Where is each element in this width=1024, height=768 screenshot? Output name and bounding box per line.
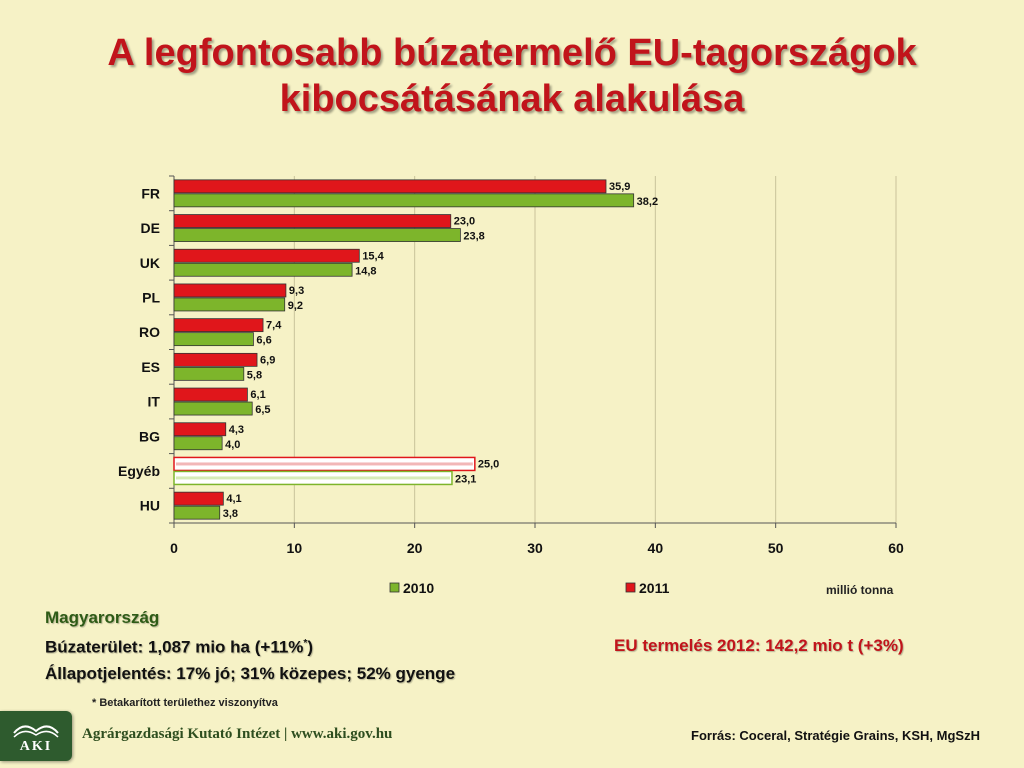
data-label-2010: 6,5 bbox=[255, 404, 270, 416]
category-label: PL bbox=[142, 289, 160, 305]
org-name: Agrárgazdasági Kutató Intézet | www.aki.… bbox=[82, 726, 393, 742]
data-label-2011: 4,3 bbox=[229, 424, 244, 436]
x-tick-label: 10 bbox=[287, 540, 303, 556]
bar-2011 bbox=[173, 387, 248, 402]
data-label-2011: 15,4 bbox=[362, 250, 384, 262]
footnote: * Betakarított területhez viszonyítva bbox=[92, 697, 278, 709]
data-label-2010: 6,6 bbox=[256, 335, 271, 347]
footnote-mark: * bbox=[303, 638, 308, 649]
bar-2010 bbox=[173, 332, 254, 347]
category-label: BG bbox=[139, 428, 160, 444]
x-tick-label: 20 bbox=[407, 540, 423, 556]
bar-chart: 0 10 20 30 40 50 60 FR 35,9 38,2 DE 23,0 23,8 UK 15,4 1… bbox=[118, 175, 904, 596]
bar-2010 bbox=[173, 297, 286, 312]
data-label-2010: 4,0 bbox=[225, 439, 240, 451]
wheat-area-line: Búzaterület: 1,087 mio ha (+11%*) bbox=[45, 631, 455, 661]
category-label: HU bbox=[140, 498, 160, 514]
slide-title: A legfontosabb búzatermelő EU-tagországo… bbox=[107, 32, 917, 120]
x-tick-label: 40 bbox=[648, 540, 664, 556]
legend-label: 2010 bbox=[403, 580, 434, 596]
data-label-2010: 3,8 bbox=[223, 508, 238, 520]
logo-text: AKI bbox=[19, 739, 53, 754]
category-label: FR bbox=[141, 185, 160, 201]
wheat-area-text: Búzaterület: 1,087 mio ha (+11% bbox=[45, 637, 304, 657]
legend-swatch bbox=[625, 582, 636, 593]
data-label-2010: 9,2 bbox=[288, 300, 303, 312]
hungary-info: Magyarország Búzaterület: 1,087 mio ha (… bbox=[45, 605, 455, 687]
bar-2010 bbox=[173, 436, 223, 451]
data-label-2011: 35,9 bbox=[609, 181, 630, 193]
bar-2011 bbox=[173, 214, 452, 228]
category-label: RO bbox=[139, 324, 160, 340]
bar-2011 bbox=[173, 491, 224, 506]
bar-2011 bbox=[173, 248, 360, 263]
source-note: Forrás: Coceral, Stratégie Grains, KSH, … bbox=[691, 728, 980, 743]
category-label: Egyéb bbox=[118, 463, 160, 479]
data-label-2010: 5,8 bbox=[247, 369, 262, 381]
data-label-2010: 38,2 bbox=[637, 196, 658, 208]
bar-2011-inner bbox=[176, 462, 473, 466]
bar-2010 bbox=[173, 366, 245, 381]
unit-label: millió tonna bbox=[826, 583, 894, 597]
x-tick-label: 30 bbox=[527, 540, 543, 556]
bar-2010 bbox=[173, 228, 461, 242]
legend-label: 2011 bbox=[639, 580, 670, 596]
data-label-2011: 25,0 bbox=[478, 458, 499, 470]
bar-2011 bbox=[173, 179, 607, 194]
book-icon bbox=[13, 725, 59, 738]
data-label-2011: 7,4 bbox=[266, 320, 282, 332]
bar-2010 bbox=[173, 262, 353, 277]
x-tick-label: 60 bbox=[888, 540, 904, 556]
category-label: ES bbox=[141, 359, 160, 375]
bar-2011 bbox=[173, 318, 264, 333]
data-label-2010: 23,1 bbox=[455, 473, 476, 485]
eu-production: EU termelés 2012: 142,2 mio t (+3%) bbox=[614, 636, 904, 655]
bar-2010-inner bbox=[176, 476, 450, 480]
wheat-area-close: ) bbox=[307, 637, 313, 657]
bar-2010 bbox=[173, 505, 221, 520]
category-label: UK bbox=[140, 255, 160, 271]
data-label-2011: 6,1 bbox=[250, 389, 265, 401]
legend-swatch bbox=[389, 582, 400, 593]
aki-logo: AKI bbox=[0, 711, 72, 761]
data-label-2010: 14,8 bbox=[355, 265, 376, 277]
bar-2011 bbox=[173, 283, 287, 298]
bar-2010 bbox=[173, 193, 635, 208]
x-tick-label: 0 bbox=[170, 540, 178, 556]
bar-2011 bbox=[173, 352, 258, 367]
category-label: IT bbox=[148, 394, 161, 410]
condition-report: Állapotjelentés: 17% jó; 31% közepes; 52… bbox=[45, 663, 456, 683]
data-label-2010: 23,8 bbox=[463, 231, 484, 243]
data-label-2011: 23,0 bbox=[454, 216, 475, 228]
bar-2011 bbox=[173, 422, 227, 437]
data-label-2011: 6,9 bbox=[260, 354, 275, 366]
bar-2010 bbox=[173, 401, 253, 416]
data-label-2011: 4,1 bbox=[226, 493, 241, 505]
x-tick-label: 50 bbox=[768, 540, 784, 556]
category-label: DE bbox=[141, 220, 160, 236]
hungary-heading: Magyarország bbox=[45, 608, 160, 627]
data-label-2011: 9,3 bbox=[289, 285, 304, 297]
